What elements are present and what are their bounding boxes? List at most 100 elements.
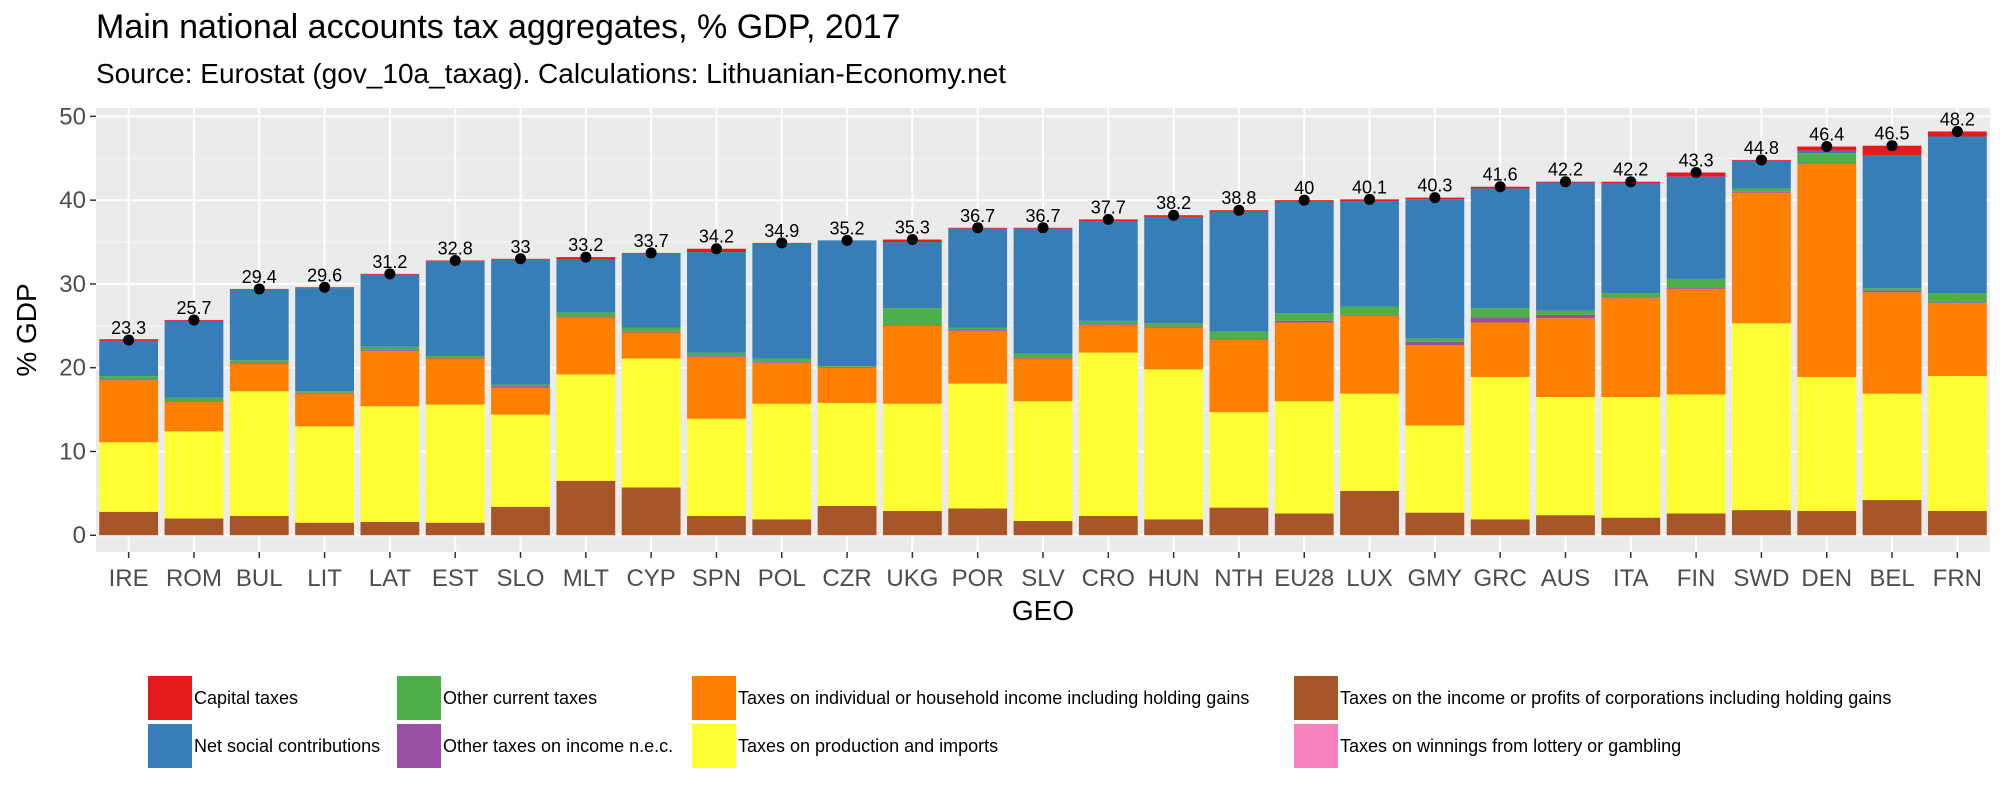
- bar-segment-ita: [1601, 298, 1661, 398]
- total-marker: [253, 283, 265, 295]
- bar-segment-gmy: [1405, 425, 1465, 513]
- total-marker: [1886, 140, 1898, 152]
- x-tick-label: ITA: [1613, 565, 1649, 592]
- legend-label-other-current-taxes: Other current taxes: [443, 687, 598, 708]
- x-tick-label: LAT: [369, 565, 412, 592]
- bar-segment-cyp: [621, 332, 681, 359]
- legend-item-production-imports-taxes: Taxes on production and imports: [692, 724, 998, 768]
- total-marker: [1364, 193, 1376, 205]
- total-marker: [645, 247, 657, 259]
- legend-label-net-social-contributions: Net social contributions: [194, 735, 381, 756]
- bar-segment-por: [948, 508, 1008, 536]
- bar-segment-cyp: [621, 487, 681, 536]
- legend-item-other-current-taxes: Other current taxes: [397, 676, 597, 720]
- x-tick-label: UKG: [886, 565, 938, 592]
- bar-segment-slv: [1013, 358, 1073, 402]
- x-tick-label: AUS: [1541, 565, 1590, 592]
- total-data-label: 36.7: [960, 206, 995, 226]
- bar-segment-ukg: [882, 510, 942, 536]
- total-marker: [188, 314, 200, 326]
- total-marker: [710, 243, 722, 255]
- bar-segment-pol: [752, 358, 812, 362]
- bar-segment-lat: [360, 406, 420, 522]
- bar-segment-lit: [295, 391, 354, 393]
- bar-segment-spn: [687, 356, 746, 419]
- bar-segment-lux: [1340, 314, 1399, 316]
- legend-key-household-income-taxes: [692, 676, 736, 720]
- bar-segment-cro: [1078, 515, 1138, 536]
- bar-segment-den: [1797, 163, 1857, 165]
- legend: Capital taxes Net social contributions O…: [148, 676, 1988, 776]
- total-marker: [1168, 209, 1180, 221]
- bar-segment-ire: [99, 442, 159, 512]
- total-data-label: 38.8: [1221, 188, 1256, 208]
- bar-segment-lat: [360, 521, 420, 536]
- bar-segment-grc: [1470, 317, 1530, 323]
- bar-segment-hun: [1144, 369, 1204, 520]
- x-tick-label: DEN: [1801, 565, 1852, 592]
- legend-item-other-taxes-on-income: Other taxes on income n.e.c.: [397, 724, 673, 768]
- bar-segment-mlt: [556, 316, 616, 318]
- bar-segment-nth: [1209, 211, 1269, 332]
- total-data-label: 46.4: [1809, 125, 1844, 145]
- bar-segment-aus: [1536, 310, 1595, 315]
- legend-label-household-income-taxes: Taxes on individual or household income …: [738, 687, 1250, 708]
- bar-segment-fin: [1666, 288, 1726, 289]
- bar-segment-nth: [1209, 507, 1269, 536]
- bar-segment-bel: [1862, 500, 1922, 536]
- total-data-label: 25.7: [176, 298, 211, 318]
- total-data-label: 37.7: [1091, 197, 1126, 217]
- x-tick-label: EU28: [1274, 565, 1334, 592]
- x-tick-label: HUN: [1148, 565, 1200, 592]
- x-tick-label: BUL: [236, 565, 283, 592]
- total-data-label: 33.7: [634, 231, 669, 251]
- bar-segment-est: [425, 261, 485, 356]
- bar-segment-eu28: [1274, 513, 1334, 536]
- bar-segment-frn: [1927, 510, 1987, 536]
- bar-segment-lat: [360, 274, 420, 347]
- bar-segment-rom: [164, 397, 224, 402]
- legend-item-net-social-contributions: Net social contributions: [148, 724, 380, 768]
- bar-segment-aus: [1536, 314, 1595, 319]
- x-tick-label: BEL: [1869, 565, 1914, 592]
- bar-segment-gmy: [1405, 341, 1465, 346]
- bar-segment-cro: [1078, 352, 1138, 516]
- y-tick-label: 50: [59, 103, 86, 130]
- total-marker: [841, 234, 853, 246]
- bar-segment-lux: [1340, 200, 1399, 307]
- bar-segment-spn: [687, 252, 746, 353]
- bar-segment-bul: [229, 360, 289, 363]
- bar-segment-fin: [1666, 513, 1726, 536]
- bar-segment-nth: [1209, 340, 1269, 413]
- bar-segment-ita: [1601, 397, 1661, 518]
- bar-segment-cro: [1078, 320, 1138, 325]
- bar-segment-gmy: [1405, 338, 1465, 342]
- total-data-label: 40.3: [1417, 176, 1452, 196]
- legend-item-corporate-income-taxes: Taxes on the income or profits of corpor…: [1294, 676, 1891, 720]
- x-tick-label: CZR: [822, 565, 871, 592]
- bar-segment-frn: [1927, 136, 1987, 294]
- total-marker: [1233, 204, 1245, 216]
- x-tick-label: CRO: [1082, 565, 1135, 592]
- total-data-label: 41.6: [1483, 165, 1518, 185]
- chart-subtitle: Source: Eurostat (gov_10a_taxag). Calcul…: [96, 58, 1007, 89]
- total-marker: [1625, 176, 1637, 188]
- bar-segment-hun: [1144, 519, 1204, 536]
- total-marker: [1037, 222, 1049, 234]
- legend-key-capital-taxes: [148, 676, 192, 720]
- total-data-label: 33: [511, 237, 531, 257]
- bar-segment-ire: [99, 376, 159, 380]
- bar-segment-mlt: [556, 312, 616, 317]
- x-tick-label: EST: [432, 565, 479, 592]
- bar-segment-est: [425, 355, 485, 358]
- y-tick-label: 40: [59, 187, 86, 214]
- total-data-label: 38.2: [1156, 193, 1191, 213]
- bar-segment-lux: [1340, 393, 1399, 491]
- x-tick-label: IRE: [109, 565, 149, 592]
- bar-segment-slv: [1013, 357, 1073, 359]
- bar-segment-bul: [229, 515, 289, 536]
- x-tick-label: NTH: [1214, 565, 1263, 592]
- legend-label-lottery-gambling-taxes: Taxes on winnings from lottery or gambli…: [1340, 735, 1682, 756]
- bar-segment-por: [948, 327, 1008, 330]
- bar-segment-lux: [1340, 306, 1399, 315]
